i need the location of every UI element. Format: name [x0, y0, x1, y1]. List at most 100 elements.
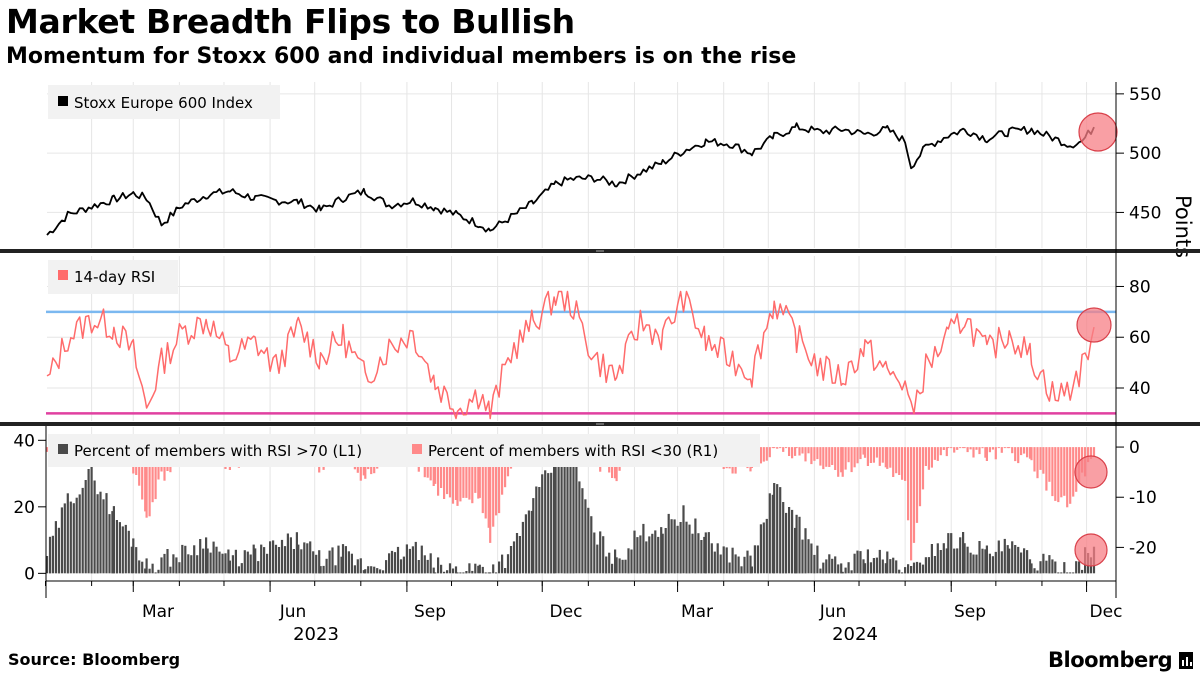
- low-rsi-bar: [953, 447, 956, 453]
- high-rsi-bar: [728, 562, 731, 574]
- high-rsi-bar: [1075, 561, 1078, 574]
- high-rsi-bar: [169, 566, 172, 574]
- high-rsi-bar: [54, 521, 57, 574]
- high-rsi-bar: [99, 491, 102, 574]
- high-rsi-bar: [872, 558, 875, 574]
- breadth-panel: Percent of members with RSI >70 (L1) Per…: [13, 431, 1156, 584]
- high-rsi-bar: [471, 570, 474, 574]
- price-legend-marker: [58, 96, 68, 106]
- high-rsi-bar: [945, 548, 948, 574]
- high-rsi-bar: [306, 543, 309, 574]
- low-rsi-bar: [501, 447, 504, 495]
- high-rsi-bar: [1028, 559, 1032, 574]
- low-rsi-bar: [1054, 447, 1057, 501]
- low-rsi-bar: [768, 447, 771, 458]
- high-rsi-bar: [1033, 568, 1036, 574]
- high-rsi-bar: [889, 559, 892, 574]
- high-rsi-bar: [328, 550, 331, 574]
- low-rsi-bar: [863, 447, 867, 458]
- high-rsi-bar: [66, 493, 69, 574]
- low-rsi-bar: [866, 447, 869, 466]
- low-rsi-bar: [988, 447, 991, 453]
- low-rsi-bar: [904, 447, 907, 481]
- divider-grip-1: [596, 250, 604, 252]
- high-rsi-bar: [269, 541, 272, 574]
- breadth-left-axis: 0 20 40: [13, 431, 46, 584]
- high-rsi-bar: [731, 547, 734, 574]
- low-rsi-bar: [853, 447, 856, 468]
- low-rsi-bar: [822, 447, 825, 470]
- high-rsi-bar: [984, 549, 987, 574]
- low-rsi-bar: [834, 447, 837, 470]
- high-rsi-bar: [988, 553, 991, 574]
- low-rsi-bar: [889, 447, 892, 468]
- high-rsi-bar: [831, 558, 834, 574]
- low-rsi-bar: [936, 447, 939, 461]
- rsi-tick-label: 80: [1129, 277, 1151, 297]
- high-rsi-bar: [605, 556, 608, 574]
- low-rsi-bar: [474, 447, 477, 493]
- price-tick-label: 550: [1129, 85, 1161, 105]
- high-rsi-bar: [254, 548, 257, 574]
- high-rsi-bar: [682, 505, 685, 574]
- low-rsi-bar: [459, 447, 462, 502]
- high-rsi-bar: [670, 519, 673, 574]
- low-rsi-bar: [791, 447, 794, 459]
- high-rsi-bar: [639, 535, 642, 574]
- high-rsi-bar: [319, 566, 322, 574]
- high-rsi-bar: [532, 498, 535, 574]
- x-tick-label: Mar: [142, 602, 174, 622]
- low-rsi-bar: [478, 447, 481, 498]
- high-rsi-bar: [243, 550, 246, 574]
- high-rsi-bar: [737, 556, 740, 574]
- high-rsi-bar: [895, 560, 898, 574]
- high-rsi-bar: [753, 545, 756, 574]
- high-rsi-bar: [892, 557, 895, 574]
- high-rsi-bar: [795, 514, 798, 574]
- high-rsi-bar: [506, 554, 510, 574]
- low-rsi-bar: [471, 447, 474, 504]
- high-rsi-bar: [1014, 545, 1017, 574]
- high-rsi-bar: [124, 524, 127, 574]
- high-rsi-bar: [423, 555, 426, 574]
- right-tick-label: -10: [1129, 488, 1157, 508]
- high-rsi-bar: [759, 524, 762, 574]
- high-rsi-bar: [434, 572, 437, 574]
- high-rsi-bar: [367, 566, 370, 574]
- high-rsi-bar: [813, 554, 816, 574]
- low-rsi-bar: [807, 447, 810, 454]
- high-rsi-bar: [209, 552, 212, 574]
- high-rsi-bar: [862, 559, 865, 574]
- low-rsi-bar: [1042, 447, 1045, 474]
- low-rsi-bar: [773, 447, 776, 449]
- high-rsi-bar: [57, 527, 60, 574]
- high-rsi-bar: [593, 532, 596, 574]
- high-rsi-bar: [417, 560, 420, 574]
- high-rsi-bar: [685, 521, 688, 574]
- high-rsi-bar: [837, 564, 840, 574]
- high-legend-marker: [58, 444, 68, 454]
- high-rsi-bar: [667, 513, 670, 574]
- high-rsi-bar: [144, 568, 147, 574]
- low-rsi-bar: [844, 447, 847, 470]
- high-rsi-bar: [924, 557, 927, 574]
- low-rsi-bar: [962, 447, 965, 449]
- low-rsi-bar: [759, 447, 762, 464]
- low-rsi-bar: [1063, 447, 1066, 496]
- high-rsi-bar: [181, 544, 184, 574]
- low-rsi-bar: [1011, 447, 1014, 454]
- high-rsi-bar: [694, 518, 697, 574]
- high-rsi-bar: [636, 537, 639, 574]
- high-rsi-bar: [322, 565, 325, 574]
- low-rsi-bar: [487, 447, 490, 528]
- high-rsi-bar: [187, 554, 190, 574]
- low-rsi-bar: [468, 447, 471, 500]
- rsi-highlight-circle: [1076, 307, 1112, 343]
- high-rsi-bar: [190, 555, 193, 574]
- high-rsi-bar: [437, 557, 440, 574]
- high-rsi-bar: [249, 554, 252, 574]
- high-rsi-bar: [1066, 572, 1069, 574]
- x-year-label: 2023: [293, 624, 339, 640]
- high-rsi-bar: [590, 516, 593, 574]
- high-rsi-bar: [915, 561, 919, 574]
